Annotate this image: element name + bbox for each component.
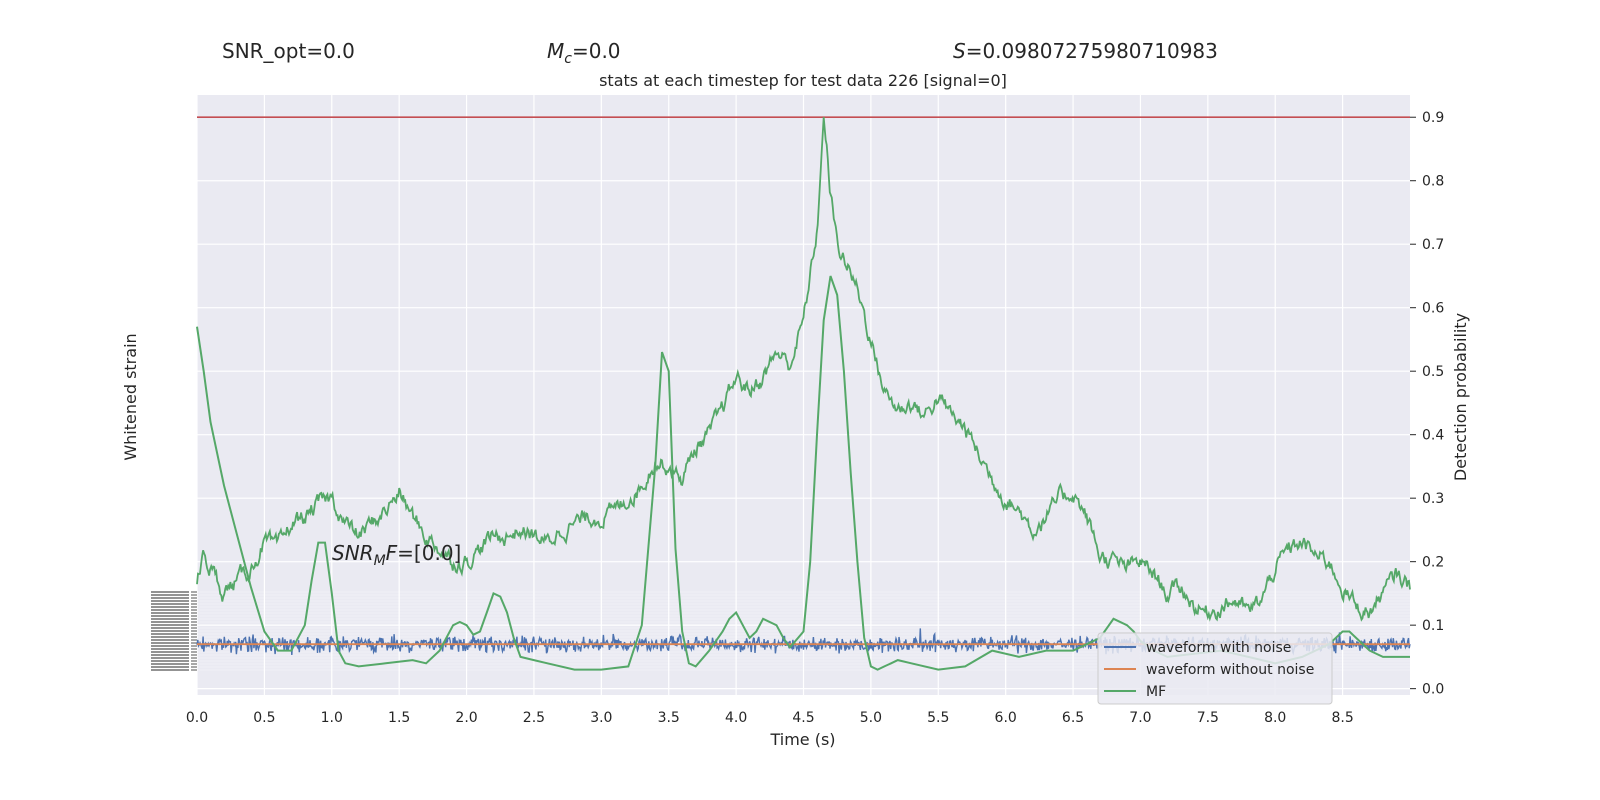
legend-label-mf: MF — [1146, 684, 1166, 700]
snr-f: F — [386, 541, 398, 565]
strain-tick-label-glyph — [151, 594, 189, 596]
x-tick-label: 5.0 — [860, 710, 882, 726]
legend: waveform with noise waveform without noi… — [1097, 632, 1333, 705]
strain-tick-label-glyph — [151, 669, 189, 671]
x-tick-label: 1.5 — [388, 710, 410, 726]
left-axis-ticks — [151, 591, 197, 671]
score-label: S=0.09807275980710983 — [953, 39, 1218, 63]
y-tick-label: 0.3 — [1422, 491, 1444, 507]
strain-tick-label-glyph — [151, 603, 189, 605]
y-tick-label: 0.2 — [1422, 555, 1444, 571]
x-tick-label: 7.5 — [1197, 710, 1219, 726]
strain-tick-label-glyph — [151, 597, 189, 599]
x-tick-label: 1.0 — [321, 710, 343, 726]
strain-tick-label-glyph — [151, 615, 189, 617]
x-axis-ticks: 0.0 0.5 1.0 1.5 2.0 2.5 3.0 3.5 4.0 4.5 5.0 5.5 6.0 6… — [186, 710, 1354, 726]
strain-tick-label-glyph — [151, 633, 189, 635]
x-tick-label: 3.5 — [658, 710, 680, 726]
right-axis-ticks: 0.0 0.1 0.2 0.3 0.4 0.5 0.6 0.7 0.8 0.9 — [1410, 110, 1444, 698]
strain-tick-label-glyph — [151, 654, 189, 656]
s-value: =0.09807275980710983 — [966, 39, 1218, 63]
snr-symbol: SNR — [332, 541, 374, 565]
x-tick-label: 2.5 — [523, 710, 545, 726]
right-axis-label: Detection probability — [1451, 313, 1470, 481]
x-tick-label: 6.5 — [1062, 710, 1084, 726]
mc-subscript: c — [564, 51, 572, 67]
strain-tick-label-glyph — [151, 621, 189, 623]
x-tick-label: 6.0 — [995, 710, 1017, 726]
snr-subscript: M — [374, 553, 386, 569]
strain-tick-label-glyph — [151, 591, 189, 593]
strain-tick-label-glyph — [151, 612, 189, 614]
x-axis-label: Time (s) — [769, 730, 835, 749]
y-tick-label: 0.6 — [1422, 301, 1444, 317]
snr-mf-annotation: SNRMF=[0.0] — [332, 541, 461, 569]
y-tick-label: 0.7 — [1422, 237, 1444, 253]
chart-title: stats at each timestep for test data 226… — [599, 71, 1007, 90]
strain-tick-label-glyph — [151, 648, 189, 650]
mf-line — [196, 275, 1410, 671]
strain-tick-label-glyph — [151, 618, 189, 620]
y-tick-label: 0.0 — [1422, 682, 1444, 698]
snr-value: =[0.0] — [397, 541, 461, 565]
x-tick-label: 8.5 — [1331, 710, 1353, 726]
x-tick-label: 8.0 — [1264, 710, 1286, 726]
strain-tick-label-glyph — [151, 630, 189, 632]
y-tick-label: 0.5 — [1422, 364, 1444, 380]
strain-tick-label-glyph — [151, 624, 189, 626]
strain-tick-label-glyph — [151, 645, 189, 647]
x-tick-label: 0.5 — [253, 710, 275, 726]
left-axis-label: Whitened strain — [121, 333, 140, 460]
x-tick-label: 0.0 — [186, 710, 208, 726]
y-tick-label: 0.8 — [1422, 174, 1444, 190]
x-tick-label: 4.5 — [792, 710, 814, 726]
mc-symbol: M — [547, 39, 564, 63]
strain-tick-label-glyph — [151, 651, 189, 653]
x-tick-label: 2.0 — [455, 710, 477, 726]
chirp-mass-label: Mc=0.0 — [547, 39, 621, 67]
strain-tick-label-glyph — [151, 663, 189, 665]
snr-opt-label: SNR_opt=0.0 — [222, 39, 355, 63]
legend-box — [1097, 632, 1333, 705]
strain-tick-label-glyph — [151, 642, 189, 644]
s-symbol: S — [953, 39, 966, 63]
y-tick-label: 0.1 — [1422, 618, 1444, 634]
strain-tick-label-glyph — [151, 606, 189, 608]
strain-tick-label-glyph — [151, 657, 189, 659]
legend-label-noise: waveform with noise — [1146, 640, 1291, 656]
y-tick-label: 0.4 — [1422, 428, 1444, 444]
strain-tick-label-glyph — [151, 660, 189, 662]
mc-value: =0.0 — [572, 39, 621, 63]
strain-tick-label-glyph — [151, 627, 189, 629]
x-tick-label: 7.0 — [1129, 710, 1151, 726]
x-tick-label: 3.0 — [590, 710, 612, 726]
detection-probability-line — [196, 117, 1411, 622]
x-tick-label: 5.5 — [927, 710, 949, 726]
strain-tick-label-glyph — [151, 666, 189, 668]
legend-label-clean: waveform without noise — [1146, 662, 1314, 678]
strain-tick-label-glyph — [151, 639, 189, 641]
strain-tick-label-glyph — [151, 600, 189, 602]
x-tick-label: 4.0 — [725, 710, 747, 726]
strain-tick-label-glyph — [151, 609, 189, 611]
strain-tick-label-glyph — [151, 636, 189, 638]
y-tick-label: 0.9 — [1422, 110, 1444, 126]
